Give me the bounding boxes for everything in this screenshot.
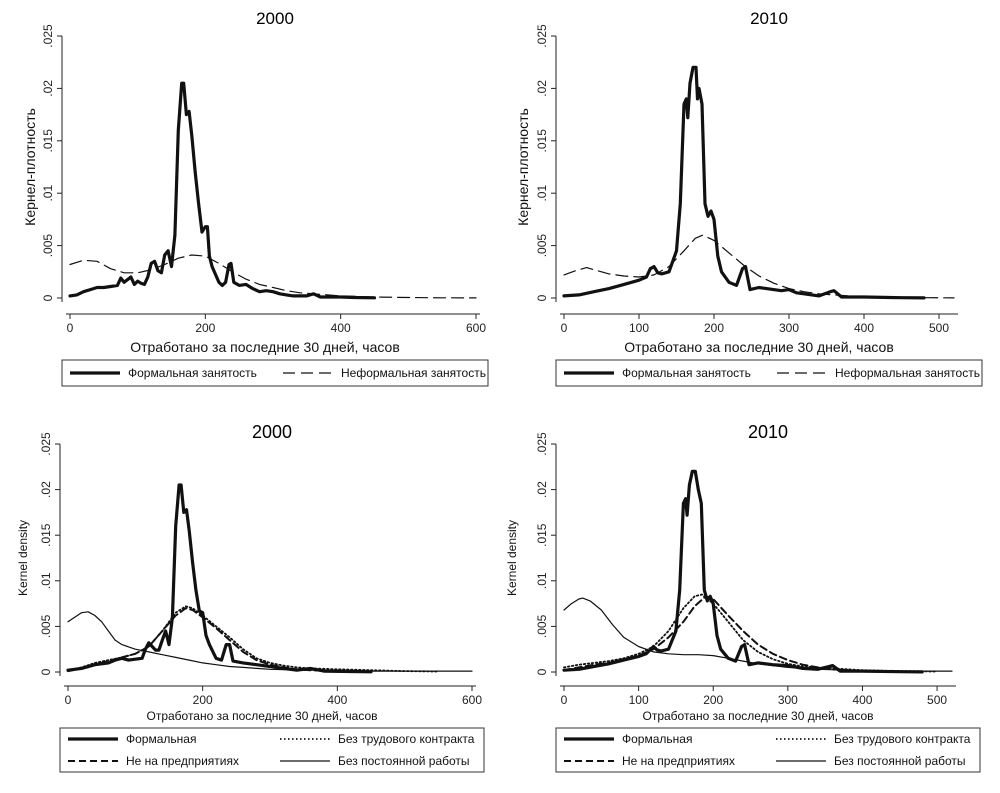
series-line-1 <box>68 81 377 300</box>
legend-label: Не на предприятиях <box>126 754 239 768</box>
chart-panel-1: 2000 0 .005 .01 .015 .02 .025 Кернел-плотность 0… <box>22 9 489 387</box>
x-tick-label: 500 <box>927 693 947 707</box>
x-axis-title: Отработано за последние 30 дней, часов <box>130 339 400 355</box>
legend-label: Формальная <box>622 732 692 746</box>
chart-panel-2: 2010 0 .005 .01 .015 .02 .025 Кернел-плотность 0… <box>515 9 983 387</box>
chart-title: 2000 <box>252 422 292 442</box>
legend-label: Без постоянной работы <box>338 754 470 768</box>
legend-label: Без постоянной работы <box>834 754 966 768</box>
x-tick-label: 600 <box>466 321 486 335</box>
x-tick-label: 100 <box>629 693 649 707</box>
x-tick-label: 300 <box>778 693 798 707</box>
series-line-2 <box>69 254 477 299</box>
legend-label: Неформальная занятость <box>835 366 980 380</box>
y-tick-label: .01 <box>39 572 53 589</box>
x-tick-label: 400 <box>331 321 351 335</box>
series-line-4 <box>67 611 473 672</box>
y-tick-label: 0 <box>535 668 549 675</box>
y-tick-label: .02 <box>41 80 55 97</box>
x-axis-title: Отработано за последние 30 дней, часов <box>624 339 894 355</box>
series-line-1 <box>66 483 373 674</box>
y-tick-label: 0 <box>535 294 549 301</box>
x-tick-label: 0 <box>561 693 568 707</box>
chart-panel-3: 2000 0 .005 .01 .015 .02 .025 Kernel density 0 20… <box>16 422 485 773</box>
chart-title: 2000 <box>256 9 294 28</box>
legend-label: Формальная занятость <box>128 366 257 380</box>
x-tick-label: 400 <box>854 321 874 335</box>
y-tick-label: .015 <box>39 523 53 547</box>
y-tick-label: .01 <box>535 185 549 202</box>
series-line-2 <box>563 234 955 299</box>
y-tick-label: .02 <box>535 481 549 498</box>
series-line-1 <box>562 65 926 300</box>
series-line-1 <box>562 469 924 674</box>
legend-box <box>555 727 981 773</box>
legend-label: Формальная занятость <box>622 366 751 380</box>
y-tick-label: .005 <box>39 614 53 638</box>
legend-label: Без трудового контракта <box>834 732 971 746</box>
y-tick-label: .01 <box>535 572 549 589</box>
x-axis-title: Отработано за последние 30 дней, часов <box>146 709 377 723</box>
x-tick-label: 200 <box>703 693 723 707</box>
x-tick-label: 200 <box>704 321 724 335</box>
legend-label: Без трудового контракта <box>338 732 475 746</box>
x-tick-label: 300 <box>779 321 799 335</box>
y-axis-title: Kernel density <box>505 520 519 596</box>
x-tick-label: 400 <box>327 693 347 707</box>
y-tick-label: 0 <box>39 668 53 675</box>
legend-label: Формальная <box>126 732 196 746</box>
y-axis-title: Kernel density <box>16 520 30 596</box>
y-tick-label: .02 <box>39 481 53 498</box>
x-tick-label: 100 <box>629 321 649 335</box>
x-tick-label: 400 <box>852 693 872 707</box>
series-line-3 <box>563 595 901 673</box>
x-tick-label: 0 <box>67 321 74 335</box>
series-line-3 <box>67 607 372 673</box>
y-tick-label: 0 <box>41 294 55 301</box>
y-axis-title: Кернел-плотность <box>515 108 531 226</box>
legend-box <box>59 727 485 773</box>
y-tick-label: .015 <box>535 129 549 153</box>
legend-label: Не на предприятиях <box>622 754 735 768</box>
y-tick-label: .025 <box>535 432 549 456</box>
chart-panel-4: 2010 0 .005 .01 .015 .02 .025 Kernel density 0 10… <box>505 422 981 773</box>
x-tick-label: 0 <box>65 693 72 707</box>
series-line-4 <box>563 597 953 672</box>
y-tick-label: .01 <box>41 185 55 202</box>
y-tick-label: .025 <box>535 24 549 48</box>
series-line-2 <box>67 605 440 673</box>
y-tick-label: .005 <box>41 234 55 258</box>
y-tick-label: .005 <box>535 234 549 258</box>
x-axis-title: Отработано за последние 30 дней, часов <box>642 709 873 723</box>
legend-label: Неформальная занятость <box>341 366 486 380</box>
y-tick-label: .005 <box>535 614 549 638</box>
x-tick-label: 600 <box>462 693 482 707</box>
x-tick-label: 200 <box>195 321 215 335</box>
y-tick-label: .015 <box>535 523 549 547</box>
legend-box <box>61 359 489 387</box>
y-tick-label: .025 <box>41 24 55 48</box>
chart-title: 2010 <box>748 422 788 442</box>
x-tick-label: 200 <box>193 693 213 707</box>
x-tick-label: 0 <box>561 321 568 335</box>
y-axis-title: Кернел-плотность <box>22 108 38 226</box>
y-tick-label: .02 <box>535 80 549 97</box>
chart-title: 2010 <box>750 9 788 28</box>
y-tick-label: .015 <box>41 129 55 153</box>
x-tick-label: 500 <box>929 321 949 335</box>
legend-box <box>555 359 983 387</box>
y-tick-label: .025 <box>39 432 53 456</box>
